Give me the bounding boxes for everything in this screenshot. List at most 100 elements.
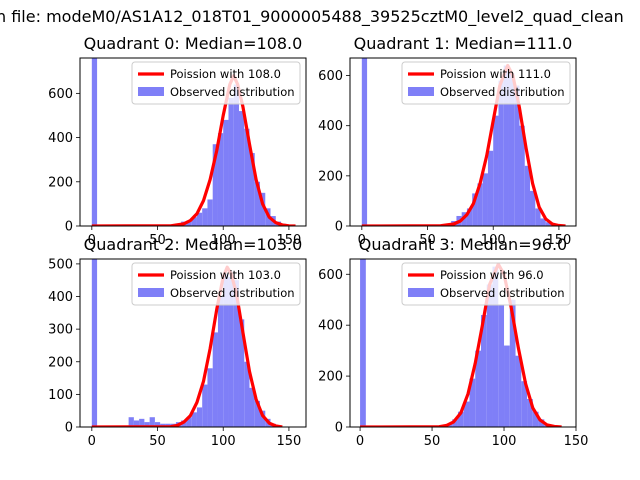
hist-bar — [228, 97, 234, 226]
hist-bar — [498, 304, 505, 427]
hist-bar — [217, 133, 224, 226]
hist-bar — [472, 193, 478, 226]
y-tick-label: 200 — [48, 175, 73, 190]
panel-quadrant-0: 0 50 100 150 0 200 400 600 Quadrant 0: Median=10… — [48, 34, 307, 248]
legend: Poission with 96.0 Observed distribution — [401, 262, 571, 306]
hist-bar — [514, 85, 520, 226]
hist-bar — [475, 350, 481, 427]
hist-bar — [202, 208, 208, 226]
y-tick-label: 100 — [48, 388, 73, 403]
hist-bar — [504, 345, 510, 427]
hist-bar — [492, 266, 499, 427]
hist-bar — [254, 400, 261, 427]
hist-bar — [144, 422, 150, 427]
hist-bar — [498, 80, 504, 226]
hist-bar — [202, 384, 208, 427]
hist-bar — [515, 355, 522, 427]
hist-bar — [260, 410, 266, 427]
y-tick-label: 200 — [318, 169, 343, 184]
hist-bar — [207, 368, 213, 427]
y-tick-label: 400 — [48, 290, 73, 305]
x-tick-label: 100 — [492, 434, 517, 449]
panel-quadrant-3: 0 50 100 150 0 200 400 600 Quadrant 3: Median=96… — [318, 235, 588, 449]
y-tick-label: 200 — [318, 370, 343, 385]
hist-bar — [191, 412, 197, 427]
x-tick-label: 100 — [481, 233, 506, 248]
hist-bar — [223, 119, 229, 226]
hist-bar — [154, 422, 161, 427]
panel-title: Quadrant 0: Median=108.0 — [84, 34, 303, 53]
x-tick-label: 100 — [211, 233, 236, 248]
y-tick-label: 600 — [318, 268, 343, 283]
hist-bar — [527, 399, 533, 427]
hist-bar — [463, 401, 470, 427]
y-tick-label: 200 — [48, 355, 73, 370]
hist-bar — [457, 411, 464, 427]
hist-bar — [480, 315, 487, 427]
hist-bar — [487, 150, 494, 226]
y-tick-label: 400 — [318, 119, 343, 134]
hist-bar — [452, 419, 458, 427]
hist-bar — [238, 111, 245, 226]
hist-bar — [186, 220, 192, 226]
hist-bar — [469, 378, 476, 427]
axes-frame — [349, 57, 577, 227]
panel-title: Quadrant 1: Median=111.0 — [354, 34, 573, 53]
hist-bar — [196, 212, 203, 226]
hist-bar — [482, 173, 488, 226]
hist-bar — [191, 217, 197, 226]
figure-suptitle: n file: modeM0/AS1A12_018T01_9000005488_… — [0, 7, 624, 27]
legend: Poission with 103.0 Observed distribution — [131, 262, 301, 306]
hist-bar — [212, 144, 218, 226]
x-tick-label: 100 — [211, 434, 236, 449]
hist-bar — [228, 276, 234, 427]
hist-bar — [360, 259, 366, 427]
legend-hist-swatch — [408, 288, 434, 297]
y-tick-label: 600 — [318, 69, 343, 84]
hist-bar — [532, 411, 539, 427]
hist-bar — [466, 208, 473, 226]
hist-bar — [538, 419, 545, 427]
x-tick-label: 150 — [564, 434, 589, 449]
hist-bar — [509, 299, 516, 427]
hist-bar — [260, 192, 266, 226]
hist-bar — [233, 84, 239, 226]
hist-bar — [254, 181, 261, 226]
hist-bar — [486, 284, 493, 427]
x-tick-label: 0 — [358, 233, 366, 248]
hist-bar — [249, 387, 255, 427]
x-tick-label: 0 — [88, 233, 96, 248]
panel-title: Quadrant 2: Median=103.0 — [84, 235, 303, 254]
legend-hist-label: Observed distribution — [440, 85, 565, 99]
x-tick-label: 150 — [277, 434, 302, 449]
hist-bar — [519, 125, 525, 226]
hist-bar — [133, 420, 140, 427]
legend-poisson-label: Poission with 96.0 — [440, 268, 544, 282]
hist-bar — [149, 417, 155, 427]
hist-bar — [493, 115, 499, 226]
legend-hist-label: Observed distribution — [170, 85, 295, 99]
hist-bar — [186, 417, 192, 427]
hist-bar — [128, 417, 134, 427]
hist-bar — [223, 273, 229, 427]
y-tick-label: 0 — [65, 220, 73, 235]
hist-bar — [503, 65, 509, 226]
legend-poisson-label: Poission with 108.0 — [170, 67, 281, 81]
x-tick-label: 150 — [547, 233, 572, 248]
hist-bar — [508, 73, 515, 226]
hist-bar — [361, 58, 368, 226]
legend-hist-label: Observed distribution — [440, 286, 565, 300]
hist-bar — [545, 222, 552, 226]
y-tick-label: 300 — [48, 323, 73, 338]
hist-bar — [244, 361, 250, 427]
hist-bar — [477, 183, 483, 226]
axes-frame — [349, 258, 577, 428]
y-tick-label: 0 — [335, 421, 343, 436]
hist-bar — [196, 407, 203, 427]
legend-hist-label: Observed distribution — [170, 286, 295, 300]
panel-title: Quadrant 3: Median=96.0 — [359, 235, 567, 254]
hist-bar — [530, 190, 536, 226]
x-tick-label: 50 — [419, 233, 436, 248]
